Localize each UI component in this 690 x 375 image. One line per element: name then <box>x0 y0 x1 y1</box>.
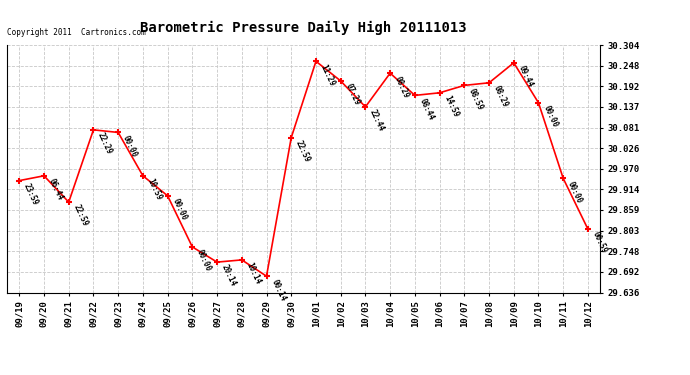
Text: 00:14: 00:14 <box>269 278 287 302</box>
Text: 00:00: 00:00 <box>195 248 213 273</box>
Text: 08:59: 08:59 <box>467 87 485 111</box>
Text: 00:00: 00:00 <box>566 180 584 204</box>
Text: 00:59: 00:59 <box>591 231 609 255</box>
Text: 11:29: 11:29 <box>319 63 337 87</box>
Text: 23:59: 23:59 <box>22 182 40 207</box>
Text: 10:59: 10:59 <box>146 177 164 202</box>
Text: 06:44: 06:44 <box>47 177 65 202</box>
Text: 08:44: 08:44 <box>417 97 435 122</box>
Text: 20:14: 20:14 <box>220 264 238 288</box>
Text: Barometric Pressure Daily High 20111013: Barometric Pressure Daily High 20111013 <box>140 21 467 35</box>
Text: 10:14: 10:14 <box>244 261 262 286</box>
Text: 14:59: 14:59 <box>442 94 460 119</box>
Text: 22:44: 22:44 <box>368 108 386 133</box>
Text: 07:29: 07:29 <box>344 82 362 107</box>
Text: 09:44: 09:44 <box>517 64 535 89</box>
Text: 22:59: 22:59 <box>72 204 90 228</box>
Text: 00:00: 00:00 <box>541 104 559 129</box>
Text: 00:00: 00:00 <box>170 197 188 222</box>
Text: 22:29: 22:29 <box>96 131 114 156</box>
Text: 22:59: 22:59 <box>294 139 312 164</box>
Text: 00:00: 00:00 <box>121 134 139 159</box>
Text: 08:29: 08:29 <box>492 84 510 109</box>
Text: Copyright 2011  Cartronics.com: Copyright 2011 Cartronics.com <box>7 28 146 37</box>
Text: 08:29: 08:29 <box>393 75 411 99</box>
